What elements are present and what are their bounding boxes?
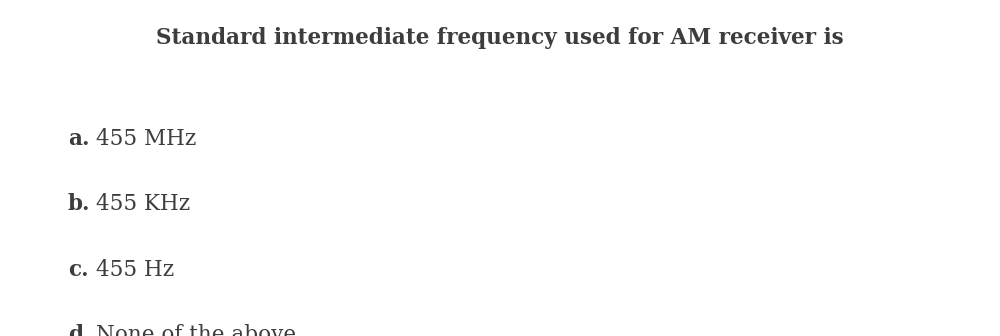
Text: c.: c.	[68, 259, 89, 281]
Text: 455 MHz: 455 MHz	[96, 128, 196, 150]
Text: 455 Hz: 455 Hz	[96, 259, 174, 281]
Text: None of the above: None of the above	[96, 324, 296, 336]
Text: Standard intermediate frequency used for AM receiver is: Standard intermediate frequency used for…	[156, 27, 844, 49]
Text: 455 KHz: 455 KHz	[96, 193, 190, 215]
Text: b.: b.	[68, 193, 90, 215]
Text: d.: d.	[68, 324, 90, 336]
Text: a.: a.	[68, 128, 90, 150]
